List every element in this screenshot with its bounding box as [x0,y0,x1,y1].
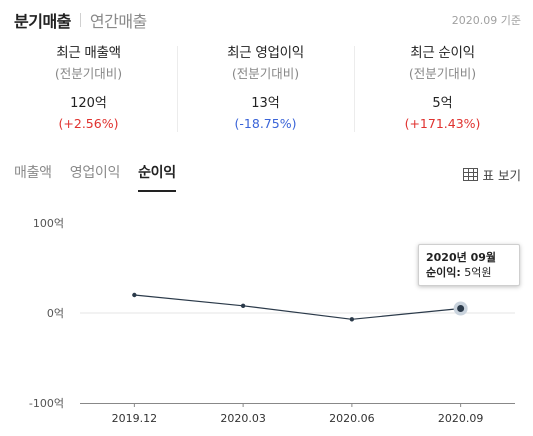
period-tabs: 분기매출 연간매출 [14,8,147,32]
data-point-highlighted [457,305,465,312]
tab-divider [79,13,81,27]
metric-change: (-18.75%) [234,116,297,131]
data-point [240,303,246,308]
table-view-label: 표 보기 [482,168,521,183]
x-tick-label: 2020.03 [220,412,266,425]
chart-metric-tabs: 매출액 영업이익 순이익 [14,162,194,192]
metric-value: 13억 [251,96,280,111]
x-tick-label: 2020.09 [438,412,484,425]
table-grid-icon [462,168,478,181]
metric-title: 최근 영업이익 [227,45,304,61]
metric-title: 최근 매출액 [56,45,121,61]
metric-subtitle: (전분기대비) [54,66,123,81]
tab-annual-sales[interactable]: 연간매출 [89,12,147,31]
tab-operating-profit[interactable]: 영업이익 [69,165,121,181]
chart-tooltip: 2020년 09월 순이익: 5억원 [418,244,520,286]
metric-recent-operating-profit: 최근 영업이익 (전분기대비) 13억 (-18.75%) [177,44,354,144]
table-view-button[interactable]: 표 보기 [462,165,521,184]
y-tick-label: 0억 [47,307,64,320]
tooltip-date: 2020년 09월 [426,251,496,264]
x-tick-label: 2020.06 [329,412,375,425]
metric-subtitle: (전분기대비) [408,66,477,81]
tab-sales[interactable]: 매출액 [14,165,52,181]
tooltip-label: 순이익: [426,266,461,279]
summary-metrics: 최근 매출액 (전분기대비) 120억 (+2.56%) 최근 영업이익 (전분… [0,44,533,144]
y-tick-label: -100억 [29,397,64,410]
y-tick-label: 100억 [33,217,64,230]
metric-recent-net-income: 최근 순이익 (전분기대비) 5억 (+171.43%) [354,44,531,144]
data-point [132,292,137,298]
series-line [134,294,461,320]
tab-net-income[interactable]: 순이익 [138,162,176,192]
as-of-date: 2020.09 기준 [451,14,521,27]
metric-recent-sales: 최근 매출액 (전분기대비) 120억 (+2.56%) [0,44,177,144]
metric-change: (+2.56%) [58,116,119,131]
data-point [349,317,355,322]
metric-title: 최근 순이익 [410,45,475,61]
metric-value: 120억 [70,96,107,111]
x-tick-label: 2019.12 [112,412,158,425]
metric-subtitle: (전분기대비) [231,66,300,81]
metric-value: 5억 [432,96,453,111]
tab-quarterly-sales[interactable]: 분기매출 [14,12,71,31]
tooltip-value: 5억원 [464,266,492,279]
metric-change: (+171.43%) [404,116,481,131]
